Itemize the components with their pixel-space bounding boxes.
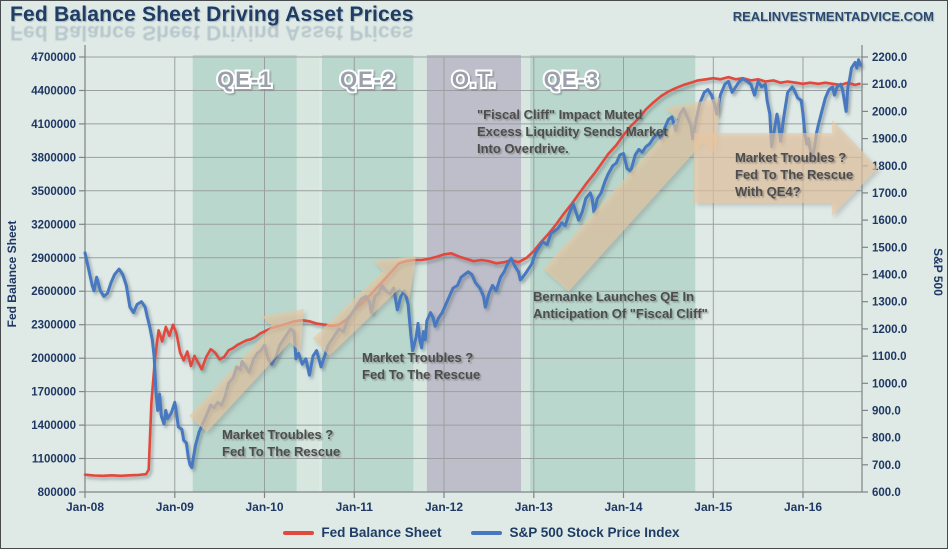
y-left-axis-title: Fed Balance Sheet: [5, 221, 19, 328]
band-qe-1-fade: [296, 55, 320, 492]
x-tick-label: Jan-10: [245, 500, 283, 514]
legend-label-fed-balance-sheet: Fed Balance Sheet: [321, 525, 442, 540]
y-right-tick-label: 1600.0: [872, 215, 907, 227]
y-left-tick-label: 3500000: [31, 186, 76, 198]
y-left-tick-label: 4100000: [31, 119, 76, 131]
y-right-tick-label: 1300.0: [872, 297, 907, 309]
annotation-bernanke: Bernanke Launches QE In Anticipation Of "…: [533, 288, 708, 322]
annotation-line: With QE4?: [735, 184, 801, 199]
y-right-tick-label: 1400.0: [872, 270, 907, 282]
x-tick-label: Jan-08: [66, 500, 104, 514]
x-tick-label: Jan-14: [604, 500, 642, 514]
y-right-tick-label: 2100.0: [872, 79, 907, 91]
annotation-line: Market Troubles ?: [735, 150, 847, 165]
y-right-tick-label: 2200.0: [872, 52, 907, 64]
qe-band-labels: QE-1 QE-2 O.T. QE-3: [215, 65, 600, 94]
x-tick-label: Jan-15: [694, 500, 732, 514]
y-right-tick-label: 700.0: [872, 460, 901, 472]
y-right-tick-label: 900.0: [872, 405, 901, 417]
annotation-line: Bernanke Launches QE In: [533, 289, 695, 304]
y-left-tick-label: 2900000: [31, 253, 76, 265]
band-label-qe-1: QE-1: [217, 67, 272, 92]
trend-arrow-qe1: [189, 309, 304, 433]
trend-arrow-qe4: [694, 120, 878, 216]
series-fed-balance-sheet: [83, 75, 861, 478]
trend-arrow-qe2: [312, 256, 416, 356]
y-left-tick-label: 3800000: [31, 152, 76, 164]
y-right-tick-label: 1700.0: [872, 188, 907, 200]
y-left-tick-label: 2300000: [31, 320, 76, 332]
page-title: Fed Balance Sheet Driving Asset Prices: [10, 3, 414, 26]
trend-arrows: [189, 98, 878, 433]
y-right-tick-label: 1200.0: [872, 324, 907, 336]
x-tick-label: Jan-11: [336, 500, 374, 514]
x-tick-label: Jan-12: [425, 500, 463, 514]
legend-swatch-fed-balance-sheet: [283, 530, 315, 535]
annotation-line: Excess Liquidity Sends Market: [477, 124, 668, 139]
gridlines: [85, 56, 862, 492]
annotation-market-troubles-qe4: Market Troubles ? Fed To The Rescue With Q…: [735, 149, 853, 200]
annotation-line: Fed To The Rescue: [222, 444, 341, 459]
y-left-tick-label: 2600000: [31, 286, 76, 298]
trend-arrow-qe3: [543, 98, 720, 292]
y-left-tick-label: 4400000: [31, 86, 76, 98]
y-left-tick-label: 800000: [38, 487, 76, 499]
band-qe-2-fade: [413, 55, 427, 492]
y-right-tick-label: 2000.0: [872, 106, 907, 118]
tick-labels: 800000 1100000 1400000 1700000 2000000 230000…: [31, 52, 907, 514]
qe-bands: [192, 55, 696, 492]
series-sp500: [83, 58, 862, 469]
annotation-fiscal-cliff: "Fiscal Cliff" Impact Muted Excess Liquid…: [477, 106, 668, 157]
series-layer: [83, 58, 862, 478]
band-label-qe-3: QE-3: [544, 67, 599, 92]
annotation-market-troubles-1: Market Troubles ? Fed To The Rescue: [222, 426, 340, 460]
y-right-tick-label: 1900.0: [872, 134, 907, 146]
y-right-tick-label: 1500.0: [872, 242, 907, 254]
y-right-tick-label: 1000.0: [872, 378, 907, 390]
band-ot: [426, 55, 522, 492]
annotation-line: Market Troubles ?: [222, 427, 334, 442]
y-right-tick-label: 1800.0: [872, 161, 907, 173]
legend-label-sp500: S&P 500 Stock Price Index: [509, 525, 680, 540]
y-right-tick-label: 600.0: [872, 487, 901, 499]
y-left-tick-label: 1400000: [31, 420, 76, 432]
annotation-line: Anticipation Of "Fiscal Cliff": [533, 306, 708, 321]
y-left-tick-label: 1100000: [32, 454, 76, 466]
annotation-line: Into Overdrive.: [477, 141, 569, 156]
annotation-line: "Fiscal Cliff" Impact Muted: [477, 107, 643, 122]
x-tick-label: Jan-09: [156, 500, 194, 514]
annotation-line: Market Troubles ?: [362, 350, 474, 365]
x-tick-label: Jan-16: [784, 500, 822, 514]
y-right-axis-title: S&P 500: [931, 248, 945, 296]
legend-swatch-sp500: [471, 530, 503, 535]
y-right-tick-label: 1100.0: [872, 351, 907, 363]
band-label-ot: O.T.: [452, 67, 496, 92]
axes: [79, 45, 868, 498]
legend-item-sp500: S&P 500 Stock Price Index: [471, 525, 680, 540]
annotation-line: Fed To The Rescue: [735, 167, 854, 182]
y-left-tick-label: 4700000: [31, 52, 76, 64]
annotation-market-troubles-2: Market Troubles ? Fed To The Rescue: [362, 349, 480, 383]
legend-item-fed-balance-sheet: Fed Balance Sheet: [283, 525, 441, 540]
annotation-line: Fed To The Rescue: [362, 367, 481, 382]
band-label-qe-2: QE-2: [340, 67, 395, 92]
watermark: REALINVESTMENTADVICE.COM: [732, 9, 934, 24]
legend: Fed Balance Sheet S&P 500 Stock Price Ind…: [15, 525, 948, 540]
y-left-tick-label: 2000000: [31, 353, 76, 365]
y-left-tick-label: 1700000: [31, 387, 76, 399]
y-left-tick-label: 3200000: [31, 219, 76, 231]
y-right-tick-label: 800.0: [872, 433, 901, 445]
x-tick-label: Jan-13: [515, 500, 553, 514]
